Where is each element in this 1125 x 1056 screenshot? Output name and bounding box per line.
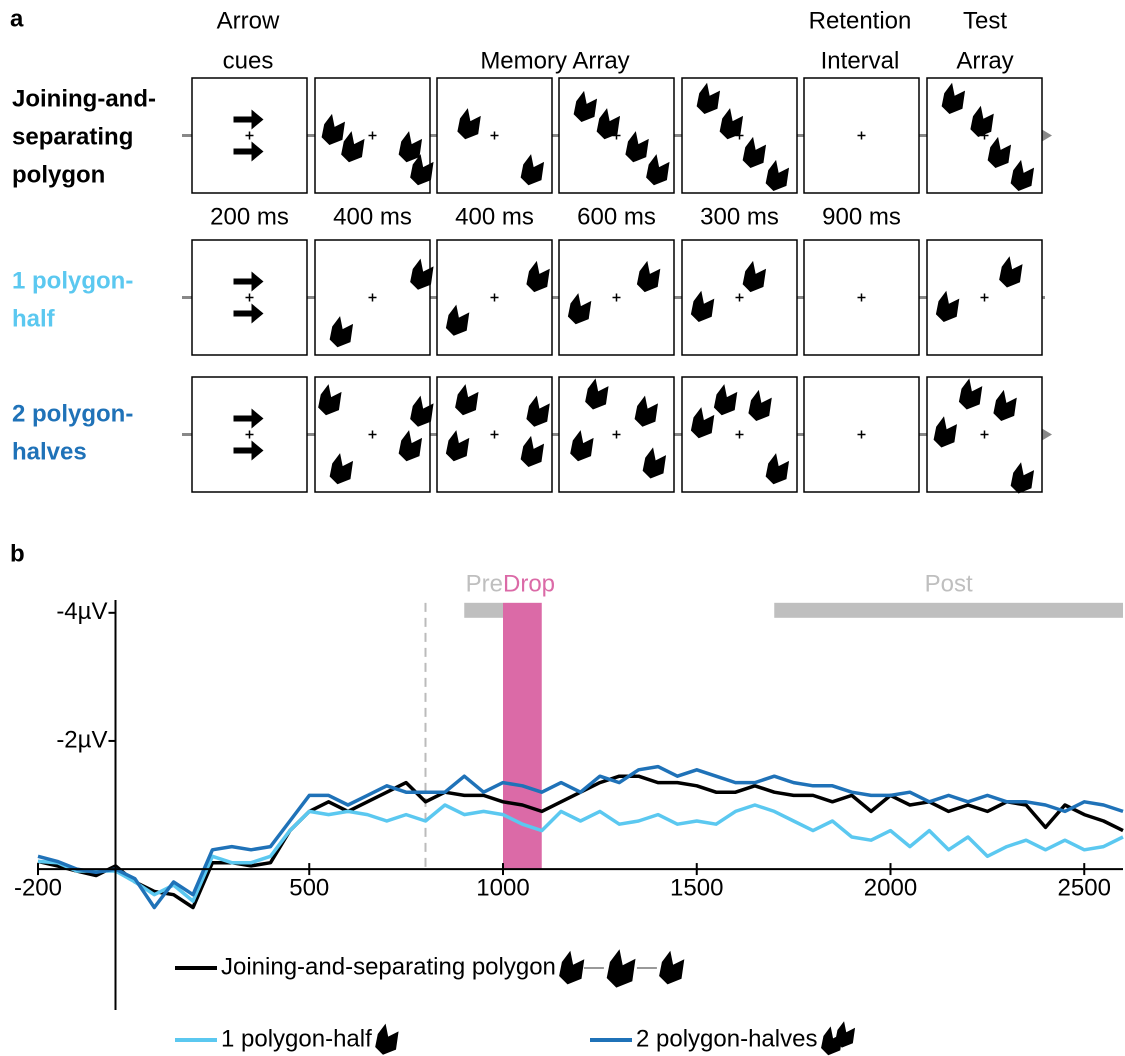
x-tick-label: 1000 bbox=[476, 874, 529, 901]
figure: a b Arrow cues Memory Array Retention Interv… bbox=[0, 0, 1125, 1056]
polygon-shape bbox=[835, 1021, 855, 1047]
duration: 300 ms bbox=[700, 203, 779, 230]
panel-label: a bbox=[10, 5, 24, 32]
y-tick-label: -2µV bbox=[56, 726, 107, 753]
row-label: separating bbox=[12, 123, 133, 150]
duration: 400 ms bbox=[333, 203, 412, 230]
polygon-shape bbox=[375, 1024, 398, 1055]
polygon-shape bbox=[607, 949, 636, 987]
row-label: 1 polygon- bbox=[12, 267, 133, 294]
series-line bbox=[38, 805, 1123, 901]
duration: 200 ms bbox=[210, 203, 289, 230]
y-tick-label: -4µV bbox=[56, 598, 107, 625]
x-tick-label: 1500 bbox=[670, 874, 723, 901]
polygon-shape bbox=[559, 951, 584, 985]
legend-label: Joining-and-separating polygon bbox=[221, 953, 556, 980]
column-header: Memory Array bbox=[480, 47, 629, 74]
timeline-arrow bbox=[1042, 429, 1052, 441]
row-label: Joining-and- bbox=[12, 85, 156, 112]
column-header: cues bbox=[223, 47, 274, 74]
row-label: half bbox=[12, 305, 56, 332]
x-tick-label: 500 bbox=[289, 874, 329, 901]
span-bar bbox=[464, 603, 503, 618]
span-label: Post bbox=[925, 570, 973, 597]
x-tick-label: 2500 bbox=[1058, 874, 1111, 901]
legend-label: 2 polygon-halves bbox=[636, 1025, 817, 1052]
timeline-arrow bbox=[1042, 130, 1052, 142]
row-label: halves bbox=[12, 438, 87, 465]
span-label: Drop bbox=[503, 570, 555, 597]
column-header: Test bbox=[963, 7, 1007, 34]
legend-label: 1 polygon-half bbox=[221, 1025, 372, 1052]
column-header: Retention bbox=[809, 7, 912, 34]
panel-label: b bbox=[10, 540, 25, 567]
column-header: Arrow bbox=[217, 7, 280, 34]
span-bar bbox=[774, 603, 1123, 618]
duration: 600 ms bbox=[577, 203, 656, 230]
x-tick-label: -200 bbox=[14, 874, 62, 901]
duration: 900 ms bbox=[822, 203, 901, 230]
x-tick-label: 2000 bbox=[864, 874, 917, 901]
column-header: Array bbox=[956, 47, 1013, 74]
duration: 400 ms bbox=[455, 203, 534, 230]
row-label: polygon bbox=[12, 161, 105, 188]
polygon-shape bbox=[659, 951, 684, 985]
row-label: 2 polygon- bbox=[12, 400, 133, 427]
column-header: Interval bbox=[821, 47, 900, 74]
span-label: Pre bbox=[466, 570, 503, 597]
